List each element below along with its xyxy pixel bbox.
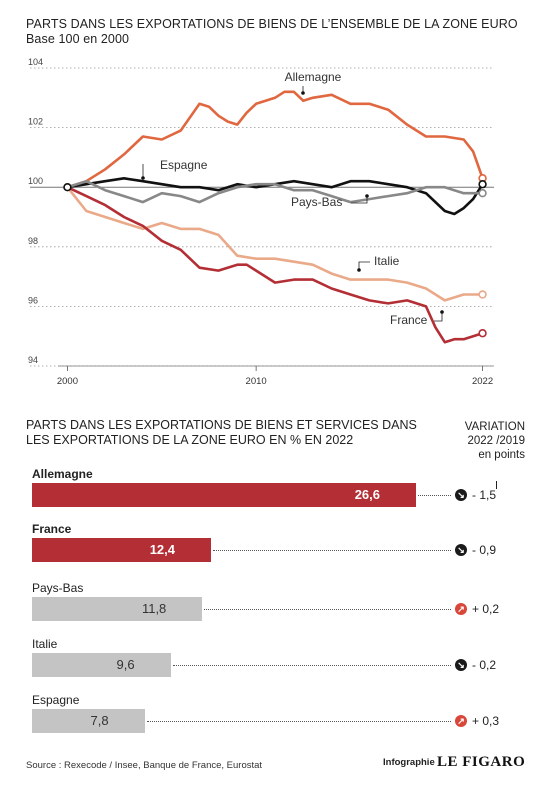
arrow-down-icon: ↘	[455, 659, 467, 671]
infographie-credit: Infographie	[383, 757, 435, 768]
bar-category-label: France	[32, 522, 72, 536]
series-label-pays-bas: Pays-Bas	[291, 195, 342, 209]
le-figaro-logo: LE FIGARO	[437, 754, 526, 770]
variation-value: - 0,9	[472, 543, 497, 557]
dotted-leader-line	[172, 665, 451, 666]
bar-value-label: 9,6	[116, 657, 135, 672]
variation-header-pointer	[496, 481, 497, 489]
bar-value-label: 12,4	[149, 542, 175, 557]
variation-value: + 0,3	[472, 714, 500, 728]
line-chart-title: PARTS DANS LES EXPORTATIONS DE BIENS DE …	[26, 17, 518, 31]
line-chart-subtitle: Base 100 en 2000	[26, 32, 130, 46]
variation-header: VARIATION 2022 /2019 en points	[425, 420, 525, 462]
bar-value-label: 26,6	[354, 487, 380, 502]
series-end-marker-espagne	[478, 180, 487, 189]
y-tick-label: 100	[28, 176, 43, 186]
series-line-allemagne	[66, 90, 484, 189]
series-line-pays-bas	[66, 179, 484, 204]
bar-category-label: Espagne	[32, 693, 80, 707]
bar-category-label: Pays-Bas	[32, 581, 84, 595]
label-callout-dot	[365, 194, 369, 198]
series-line-espagne	[66, 177, 484, 216]
series-start-marker	[63, 183, 72, 192]
bar-category-label: Italie	[32, 637, 58, 651]
series-line-france	[66, 185, 484, 344]
variation-header-line2: 2022 /2019	[467, 435, 525, 447]
dotted-leader-line	[146, 721, 451, 722]
series-label-italie: Italie	[374, 254, 400, 268]
bar-value-label: 11,8	[141, 601, 167, 616]
series-end-marker-italie	[478, 290, 487, 299]
bar-france: 12,4	[32, 538, 211, 562]
bar-espagne: 7,8	[32, 709, 145, 733]
series-label-allemagne: Allemagne	[285, 70, 342, 84]
variation-value: + 0,2	[472, 602, 500, 616]
label-callout-pays-bas	[351, 196, 368, 204]
series-end-marker-france	[478, 329, 487, 338]
y-tick-label: 94	[28, 355, 38, 365]
label-callout-dot	[357, 268, 361, 272]
dotted-leader-line	[213, 550, 451, 551]
dotted-leader-line	[204, 609, 451, 610]
bar-italie: 9,6	[32, 653, 171, 677]
bar-allemagne: 26,6	[32, 483, 416, 507]
arrow-up-icon: ↗	[455, 715, 467, 727]
y-tick-label: 104	[28, 57, 43, 67]
x-tick-label: 2010	[246, 376, 267, 387]
label-callout-dot	[301, 91, 305, 95]
arrow-up-icon: ↗	[455, 603, 467, 615]
label-callout-dot	[440, 310, 444, 314]
y-tick-label: 98	[28, 236, 38, 246]
source-note: Source : Rexecode / Insee, Banque de Fra…	[26, 760, 263, 771]
x-tick-label: 2022	[472, 376, 493, 387]
x-tick-label: 2000	[57, 376, 78, 387]
bar-value-label: 7,8	[90, 713, 109, 728]
label-callout-dot	[141, 176, 145, 180]
bar-category-label: Allemagne	[32, 467, 93, 481]
bar-chart-title: PARTS DANS LES EXPORTATIONS DE BIENS ET …	[26, 418, 417, 447]
arrow-down-icon: ↘	[455, 544, 467, 556]
line-chart: 94 96 98 100 102 104 2000 2010 2022 Allemagne Espa…	[28, 57, 494, 387]
series-end-marker-pays-bas	[478, 188, 487, 198]
series-label-france: France	[390, 313, 428, 327]
y-tick-label: 102	[28, 117, 43, 127]
variation-value: - 0,2	[472, 658, 497, 672]
dotted-leader-line	[418, 495, 451, 496]
y-tick-label: 96	[28, 295, 38, 305]
variation-header-line1: VARIATION	[464, 421, 525, 433]
label-callout-italie	[358, 261, 370, 270]
series-label-espagne: Espagne	[160, 158, 208, 172]
variation-header-line3: en points	[478, 449, 525, 461]
label-callout-france	[434, 312, 443, 322]
bar-pays-bas: 11,8	[32, 597, 203, 621]
arrow-down-icon: ↘	[455, 489, 467, 501]
variation-value: - 1,5	[472, 488, 497, 502]
series-line-italie	[66, 185, 484, 302]
